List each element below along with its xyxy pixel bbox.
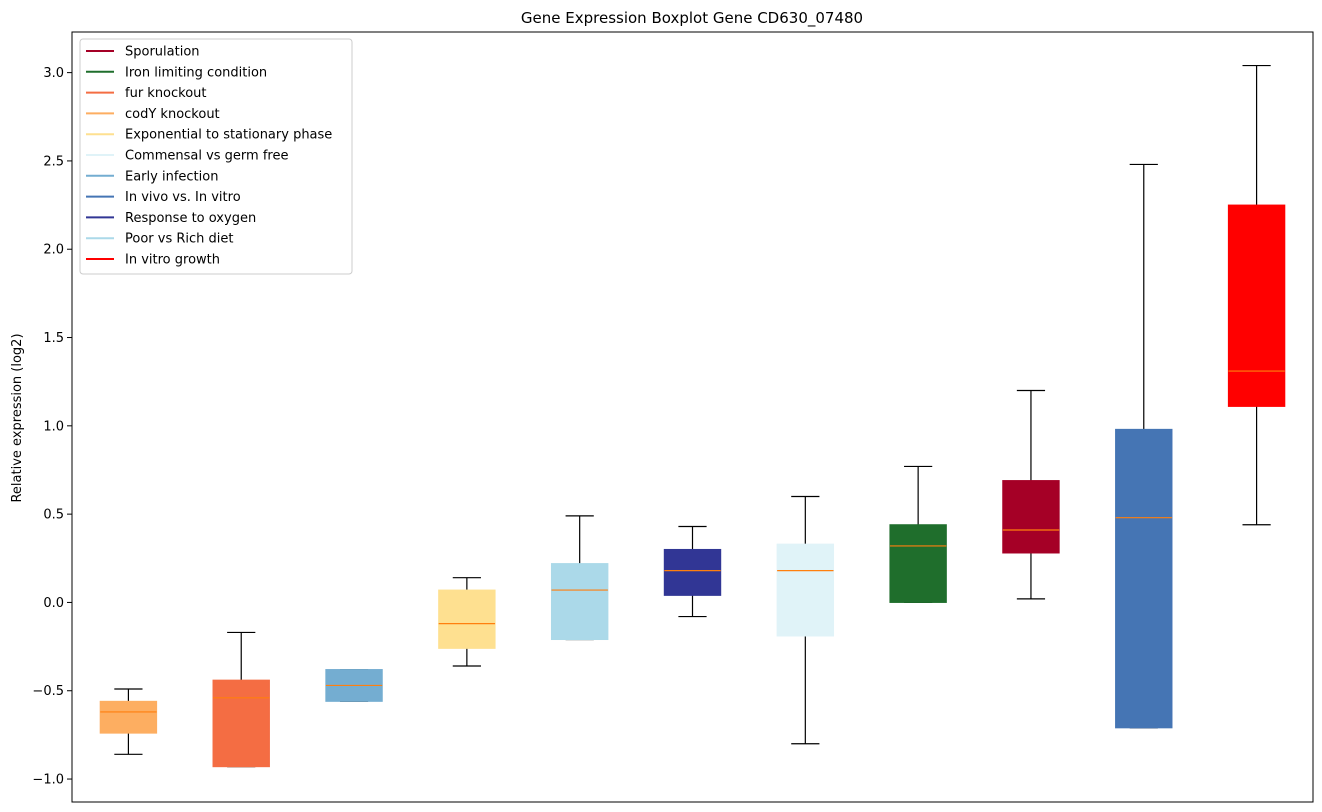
box-8 bbox=[889, 465, 947, 604]
boxes bbox=[99, 64, 1286, 768]
legend-entry: Early infection bbox=[125, 169, 218, 184]
box-2 bbox=[212, 631, 270, 768]
legend-entry: Iron limiting condition bbox=[125, 65, 267, 80]
box-iqr bbox=[438, 589, 496, 649]
chart-title: Gene Expression Boxplot Gene CD630_07480 bbox=[521, 9, 863, 28]
box-iqr bbox=[99, 700, 158, 734]
y-tick-label: 2.0 bbox=[43, 243, 64, 258]
box-11 bbox=[1227, 64, 1286, 526]
y-tick-label: 3.0 bbox=[43, 66, 64, 81]
legend-entry: Commensal vs germ free bbox=[125, 149, 288, 164]
y-tick-label: −0.5 bbox=[32, 684, 64, 699]
y-tick-label: 0.0 bbox=[43, 596, 64, 611]
box-10 bbox=[1115, 163, 1173, 729]
box-9 bbox=[1002, 389, 1060, 600]
legend-entry: Response to oxygen bbox=[125, 211, 256, 226]
legend-entry: Exponential to stationary phase bbox=[125, 128, 332, 143]
legend-entry: Poor vs Rich diet bbox=[125, 232, 233, 247]
y-tick-label: 1.0 bbox=[43, 419, 64, 434]
legend: Sporulation Iron limiting condition fur kn… bbox=[79, 38, 353, 275]
legend-entry: Sporulation bbox=[125, 45, 200, 60]
box-5 bbox=[550, 515, 609, 641]
box-iqr bbox=[889, 524, 947, 603]
y-axis-label: Relative expression (log2) bbox=[10, 333, 25, 502]
box-iqr bbox=[1227, 204, 1286, 407]
legend-entry: In vivo vs. In vitro bbox=[125, 190, 241, 205]
box-3 bbox=[325, 668, 383, 702]
box-iqr bbox=[1115, 428, 1173, 729]
box-iqr bbox=[776, 543, 835, 637]
box-7 bbox=[776, 495, 835, 745]
legend-entry: codY knockout bbox=[125, 107, 220, 122]
box-iqr bbox=[212, 679, 270, 768]
y-tick-label: 2.5 bbox=[43, 154, 64, 169]
box-4 bbox=[438, 577, 496, 667]
plot-frame bbox=[71, 31, 1314, 803]
box-iqr bbox=[1002, 480, 1060, 554]
y-tick-label: −1.0 bbox=[32, 773, 64, 788]
box-iqr bbox=[550, 563, 609, 641]
legend-entry: In vitro growth bbox=[125, 253, 220, 268]
y-tick-label: 0.5 bbox=[43, 508, 64, 523]
box-iqr bbox=[663, 548, 722, 596]
y-axis-ticks: −1.0 −0.5 0.0 0.5 1.0 1.5 2.0 2.5 3.0 bbox=[32, 66, 72, 788]
legend-entry: fur knockout bbox=[125, 86, 207, 101]
box-1 bbox=[99, 688, 158, 755]
box-6 bbox=[663, 525, 722, 618]
legend-frame bbox=[79, 38, 353, 275]
y-tick-label: 1.5 bbox=[43, 331, 64, 346]
